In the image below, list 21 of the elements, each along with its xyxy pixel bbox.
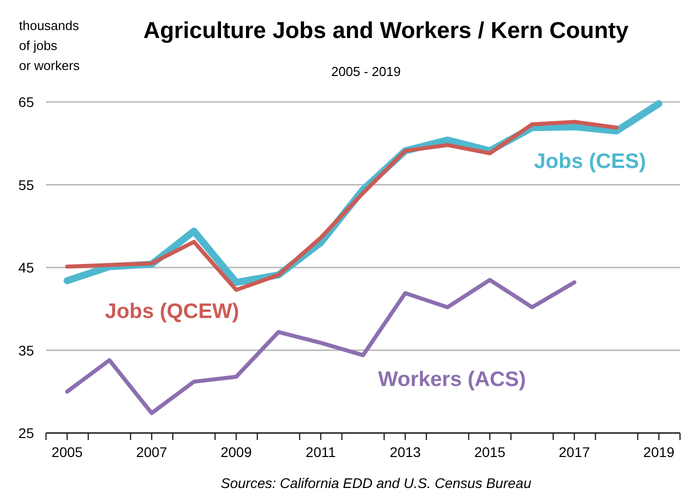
series-label: Workers (ACS) bbox=[378, 368, 526, 391]
line-series bbox=[65, 278, 576, 416]
x-tick-label: 2011 bbox=[306, 444, 336, 460]
y-tick-label: 35 bbox=[18, 342, 34, 358]
source-note: Sources: California EDD and U.S. Census Bureau bbox=[220, 475, 532, 491]
y-tick-label: 45 bbox=[18, 260, 34, 276]
x-tick-label: 2007 bbox=[136, 444, 168, 460]
y-axis-title: thousands of jobs or workers bbox=[19, 18, 80, 73]
x-tick-label: 2013 bbox=[390, 444, 422, 460]
chart-subtitle: 2005 - 2019 bbox=[331, 64, 401, 79]
y-tick-label: 65 bbox=[18, 94, 34, 110]
x-tick-label: 2017 bbox=[558, 444, 590, 460]
y-tick-label: 25 bbox=[18, 425, 34, 441]
series-label: Jobs (QCEW) bbox=[104, 300, 240, 323]
x-tick-label: 2009 bbox=[220, 444, 252, 460]
x-tick-label: 2005 bbox=[52, 444, 83, 460]
chart-title: Agriculture Jobs and Workers / Kern County bbox=[143, 17, 629, 43]
x-tick-label: 2019 bbox=[643, 444, 675, 460]
series-label: Jobs (CES) bbox=[534, 150, 646, 173]
x-tick-label: 2015 bbox=[474, 444, 506, 460]
y-tick-label: 55 bbox=[18, 176, 34, 193]
